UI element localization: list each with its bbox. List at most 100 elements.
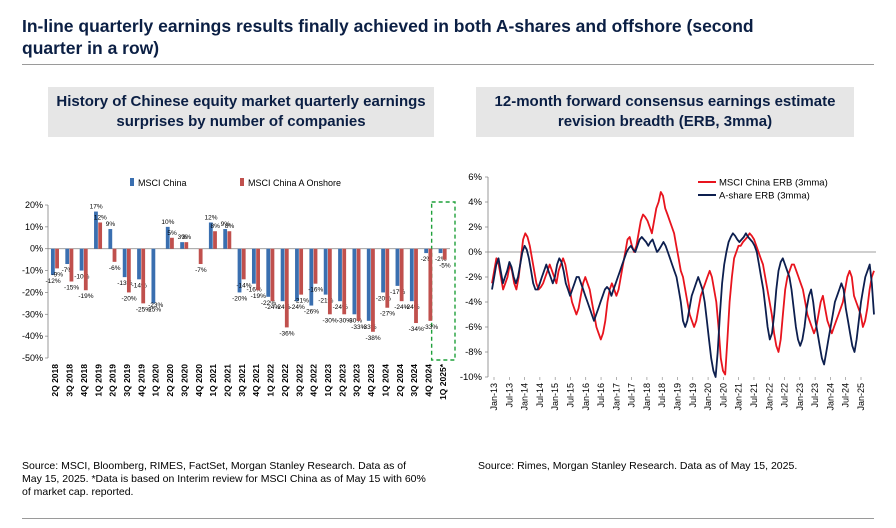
x-tick-label: 3Q 2018: [65, 364, 75, 397]
legend-label: A-share ERB (3mma): [719, 191, 810, 202]
legend-label: MSCI China: [138, 178, 187, 188]
a-share-erb-line: [491, 232, 875, 378]
bar: [284, 248, 289, 328]
bar: [184, 242, 189, 249]
erb-line-chart: -10% -8% -6% -4% -2% 0% 2% 4% 6% Jan-13 Jul-13 Jan-…: [460, 172, 876, 411]
y-tick-label: -2%: [465, 272, 482, 283]
y-tick-label: -50%: [22, 353, 43, 363]
x-tick-label: 4Q 2021: [251, 364, 261, 397]
data-label: -22%: [261, 300, 276, 307]
bar: [299, 248, 304, 295]
x-tick-label: Jan-18: [642, 383, 652, 411]
bar: [227, 231, 232, 249]
x-tick-label: 3Q 2024: [409, 364, 419, 397]
bar: [94, 211, 98, 249]
data-label: 12%: [94, 214, 107, 221]
bar: [424, 248, 429, 254]
x-tick-label: 4Q 2018: [79, 364, 89, 397]
bar: [180, 242, 184, 249]
x-tick-label: Jul-22: [780, 383, 790, 408]
data-label: -38%: [366, 335, 381, 342]
earnings-surprise-bar-chart: MSCI China MSCI China A Onshore -50% -40% -3…: [22, 178, 456, 400]
data-label: -6%: [109, 265, 121, 272]
data-label: -30%: [337, 317, 352, 324]
bar: [151, 248, 156, 304]
x-tick-label: 3Q 2019: [122, 364, 132, 397]
y-tick-label: -6%: [465, 322, 482, 333]
bar: [338, 248, 342, 302]
bar: [251, 248, 256, 284]
data-label: -34%: [409, 326, 424, 333]
bar: [270, 248, 275, 302]
bar: [442, 248, 447, 260]
right-panel-header: 12-month forward consensus earnings esti…: [476, 87, 854, 137]
x-tick-label: 1Q 2021: [208, 364, 218, 397]
x-tick-label: Jan-20: [703, 383, 713, 411]
bar: [385, 248, 390, 308]
data-label: 12%: [204, 214, 217, 221]
bar: [98, 222, 103, 249]
x-tick-label: 3Q 2020: [179, 364, 189, 397]
bar: [55, 248, 59, 269]
bottom-divider: [22, 518, 874, 519]
x-tick-label: 4Q 2023: [366, 364, 376, 397]
data-label: -10%: [74, 274, 89, 281]
data-label: -17%: [390, 289, 405, 296]
y-tick-label: 20%: [25, 200, 43, 210]
bar: [309, 248, 314, 306]
right-source-note: Source: Rimes, Morgan Stanley Research. …: [478, 460, 798, 472]
y-tick-label: -10%: [460, 372, 483, 383]
x-tick-label: 2Q 2019: [108, 364, 118, 397]
bar: [295, 248, 299, 302]
x-tick-label: 2Q 2024: [395, 364, 405, 397]
data-label: -24%: [404, 304, 419, 311]
bar: [428, 248, 433, 321]
data-label: -15%: [64, 285, 79, 292]
y-tick-label: 2%: [468, 222, 482, 233]
y-tick-label: -10%: [22, 266, 43, 276]
x-tick-label: 1Q 2022: [266, 364, 276, 397]
y-tick-label: -30%: [22, 309, 43, 319]
x-tick-label: 2Q 2021: [222, 364, 232, 397]
x-tick-label: Jan-25: [856, 383, 866, 411]
bar: [137, 248, 141, 280]
x-tick-label: Jan-13: [489, 383, 499, 411]
x-tick-label: Jul-24: [841, 383, 851, 408]
bar: [241, 248, 246, 280]
x-tick-label: Jul-23: [810, 383, 820, 408]
data-label: -20%: [376, 295, 391, 302]
bar: [313, 248, 318, 284]
left-source-note: Source: MSCI, Bloomberg, RIMES, FactSet,…: [22, 460, 426, 498]
bar: [381, 248, 385, 293]
data-label: 5%: [167, 230, 177, 237]
bar: [65, 248, 70, 265]
data-label: -7%: [195, 267, 207, 274]
data-label: -24%: [394, 304, 409, 311]
y-tick-label: -20%: [22, 287, 43, 297]
msci-china-erb-line: [491, 191, 875, 376]
bar: [69, 248, 74, 282]
bar: [170, 237, 174, 249]
bar: [165, 226, 170, 249]
bar: [141, 248, 146, 304]
bar: [356, 248, 361, 321]
title-divider: [22, 64, 874, 65]
data-label: -16%: [246, 287, 261, 294]
y-tick-label: 0%: [468, 247, 482, 258]
bar: [112, 248, 117, 262]
y-tick-label: -40%: [22, 331, 43, 341]
data-label: -33%: [361, 324, 376, 331]
y-tick-label: 6%: [468, 172, 482, 183]
left-panel-header: History of Chinese equity market quarter…: [48, 87, 434, 137]
data-label: -33%: [351, 324, 366, 331]
x-tick-label: 1Q 2023: [323, 364, 333, 397]
bar: [83, 248, 88, 291]
legend-label: MSCI China A Onshore: [248, 178, 341, 188]
x-tick-label: 3Q 2021: [237, 364, 247, 397]
data-label: -2%: [421, 256, 433, 263]
bar: [323, 248, 328, 295]
x-tick-label: 4Q 2022: [309, 364, 319, 397]
data-label: -30%: [322, 317, 337, 324]
x-tick-label: 1Q 2024: [380, 364, 390, 397]
x-tick-label: 1Q 2020: [151, 364, 161, 397]
